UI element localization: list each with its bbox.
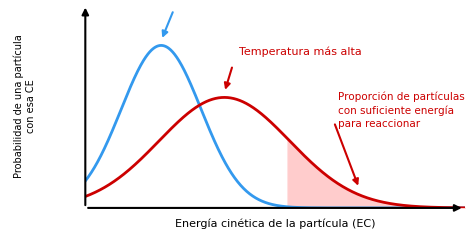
Text: Temperatura más alta: Temperatura más alta bbox=[239, 46, 362, 57]
Text: Probabilidad de una partícula
con esa CE: Probabilidad de una partícula con esa CE bbox=[14, 34, 36, 178]
Text: Energía cinética de la partícula (EC): Energía cinética de la partícula (EC) bbox=[175, 218, 375, 228]
Text: Proporción de partículas
con suficiente energía
para reaccionar: Proporción de partículas con suficiente … bbox=[338, 92, 465, 129]
